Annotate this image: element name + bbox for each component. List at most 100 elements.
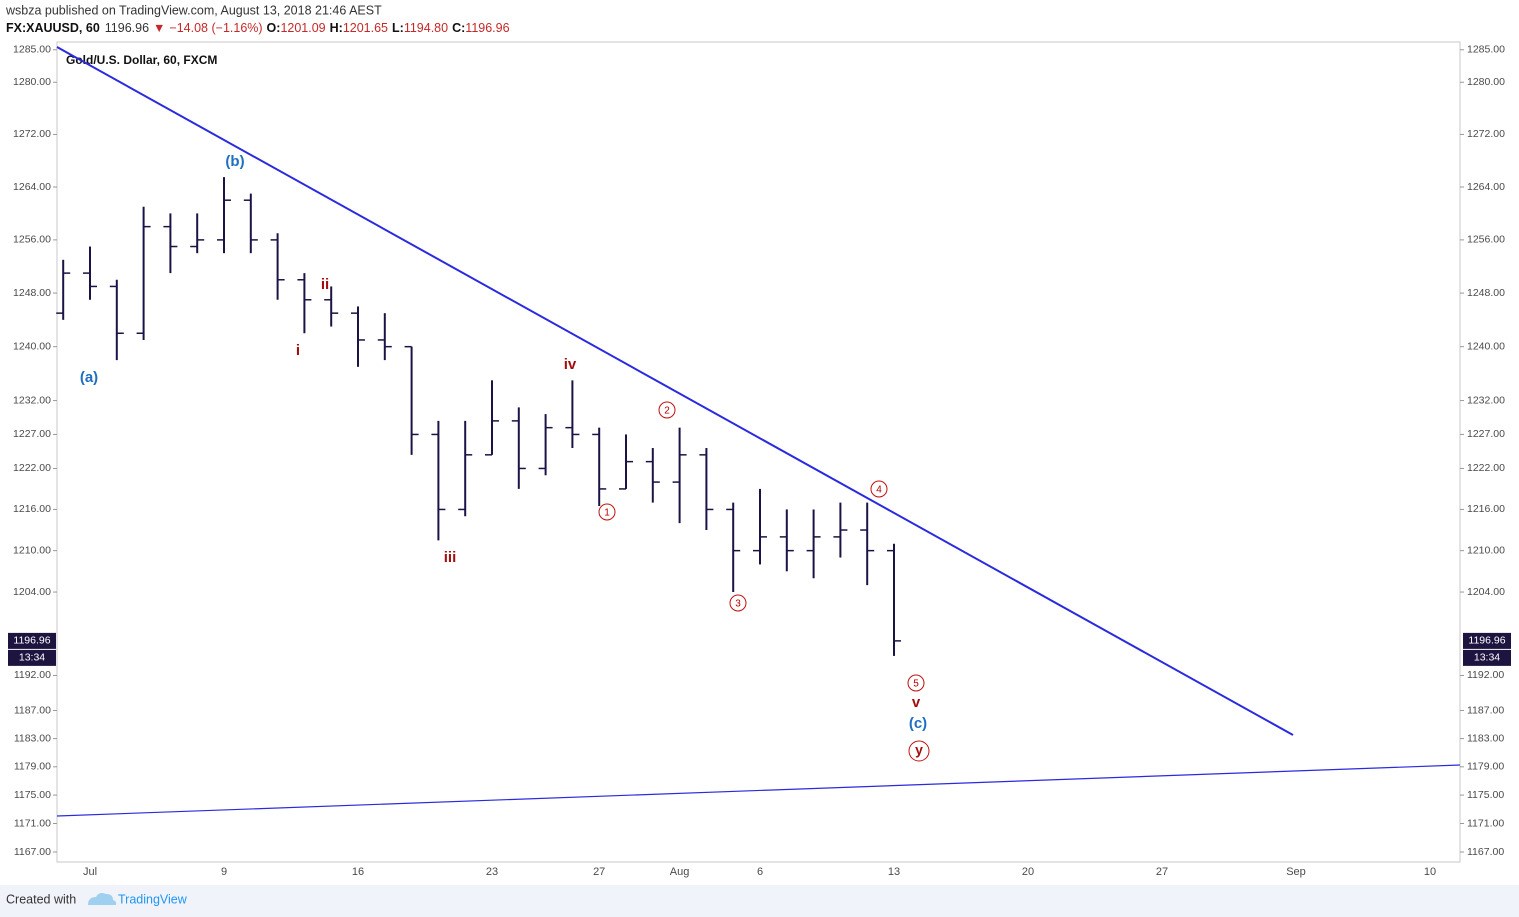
wave-label: 1 — [604, 508, 610, 519]
countdown-box — [8, 649, 56, 666]
wave-label: iii — [444, 549, 457, 566]
y-tick-label: 1171.00 — [14, 817, 51, 829]
y-tick-label: 1280.00 — [1467, 76, 1505, 88]
y-tick-label: 1227.00 — [1467, 428, 1505, 440]
wave-label: 4 — [876, 485, 882, 496]
footer-brand: TradingView — [118, 892, 188, 906]
x-tick-label: 16 — [352, 866, 364, 878]
trendline — [56, 764, 1461, 817]
y-tick-label: 1183.00 — [14, 732, 51, 744]
high: 1201.65 — [343, 21, 388, 35]
x-tick-label: Jul — [83, 866, 97, 878]
low: 1194.80 — [404, 21, 448, 35]
circle — [907, 674, 925, 692]
countdown-label: 13:34 — [19, 652, 45, 664]
plot-frame — [56, 41, 1461, 863]
y-tick-label: 1183.00 — [1467, 732, 1504, 744]
close: 1196.96 — [465, 21, 509, 35]
y-tick-label: 1227.00 — [13, 428, 51, 440]
y-tick-label: 1167.00 — [1467, 846, 1504, 858]
y-tick-label: 1272.00 — [1467, 128, 1505, 140]
countdown-box — [1463, 649, 1511, 666]
y-tick-label: 1264.00 — [1467, 181, 1505, 193]
x-tick-label: 6 — [757, 866, 763, 878]
y-tick-label: 1240.00 — [13, 340, 51, 352]
open: 1201.09 — [280, 21, 325, 35]
arrow: ▼ — [153, 21, 165, 35]
y-tick-label: 1175.00 — [14, 789, 51, 801]
x-tick-label: 27 — [1156, 866, 1168, 878]
y-tick-label: 1264.00 — [13, 181, 51, 193]
y-tick-label: 1216.00 — [1467, 503, 1505, 515]
y-tick-label: 1171.00 — [1467, 817, 1504, 829]
circle — [729, 594, 747, 612]
circle — [870, 480, 888, 498]
x-tick-label: 13 — [888, 866, 900, 878]
legend: Gold/U.S. Dollar, 60, FXCM — [66, 53, 217, 67]
y-tick-label: 1232.00 — [13, 394, 51, 406]
y-tick-label: 1210.00 — [1467, 544, 1505, 556]
y-tick-label: 1192.00 — [1467, 669, 1504, 681]
wave-label: 3 — [735, 599, 741, 610]
y-tick-label: 1285.00 — [13, 44, 51, 56]
y-tick-label: 1192.00 — [14, 669, 51, 681]
wave-circles — [598, 401, 930, 762]
y-tick-label: 1240.00 — [1467, 340, 1505, 352]
y-tick-label: 1175.00 — [1467, 789, 1504, 801]
y-tick-label: 1256.00 — [13, 234, 51, 246]
wave-label: (a) — [80, 369, 98, 386]
y-tick-label: 1167.00 — [14, 846, 51, 858]
last-price-label: 1196.96 — [1468, 635, 1505, 647]
change: −14.08 (−1.16%) — [169, 21, 262, 35]
wave-label: iv — [564, 356, 577, 373]
footer-text: Created with — [6, 892, 76, 906]
wave-label: 5 — [913, 679, 919, 690]
high-label: H: — [330, 21, 343, 35]
low-label: L: — [392, 21, 404, 35]
x-tick-label: 23 — [486, 866, 498, 878]
circle — [908, 740, 930, 762]
x-tick-label: 20 — [1022, 866, 1034, 878]
y-tick-label: 1222.00 — [1467, 462, 1505, 474]
wave-label: ii — [321, 276, 329, 293]
y-tick-label: 1248.00 — [1467, 287, 1505, 299]
y-tick-label: 1210.00 — [13, 544, 51, 556]
symbol: FX:XAUUSD, 60 — [6, 21, 100, 35]
byline: wsbza published on TradingView.com, Augu… — [5, 3, 382, 17]
close-label: C: — [452, 21, 465, 35]
wave-label: i — [296, 342, 300, 359]
price: 1196.96 — [105, 21, 149, 35]
x-tick-label: 9 — [221, 866, 227, 878]
y-tick-label: 1248.00 — [13, 287, 51, 299]
circle — [658, 401, 676, 419]
logo — [88, 893, 117, 905]
trendline — [56, 46, 1294, 736]
y-tick-label: 1216.00 — [13, 503, 51, 515]
last-price-label: 1196.96 — [13, 635, 50, 647]
symbol-line: FX:XAUUSD, 60 1196.96 ▼ −14.08 (−1.16%) O:12… — [6, 21, 510, 35]
wave-label: y — [915, 742, 923, 758]
circle — [598, 503, 616, 521]
x-tick-label: Aug — [670, 866, 690, 878]
last-price-box — [1463, 632, 1511, 649]
y-tick-label: 1280.00 — [13, 76, 51, 88]
y-tick-label: 1187.00 — [1467, 704, 1504, 716]
y-tick-label: 1179.00 — [1467, 761, 1504, 773]
wave-label: (b) — [225, 153, 244, 170]
footer-bar — [0, 885, 1519, 917]
x-tick-label: Sep — [1286, 866, 1306, 878]
x-tick-label: 27 — [593, 866, 605, 878]
last-price-box — [8, 632, 56, 649]
wave-label: v — [912, 694, 921, 711]
y-tick-label: 1272.00 — [13, 128, 51, 140]
y-tick-label: 1187.00 — [14, 704, 51, 716]
y-tick-label: 1179.00 — [14, 761, 51, 773]
wave-label: (c) — [909, 715, 927, 732]
open-label: O: — [267, 21, 281, 35]
countdown-label: 13:34 — [1474, 652, 1500, 664]
wave-label: 2 — [664, 406, 670, 417]
x-tick-label: 10 — [1424, 866, 1436, 878]
y-tick-label: 1204.00 — [1467, 586, 1505, 598]
y-tick-label: 1256.00 — [1467, 234, 1505, 246]
